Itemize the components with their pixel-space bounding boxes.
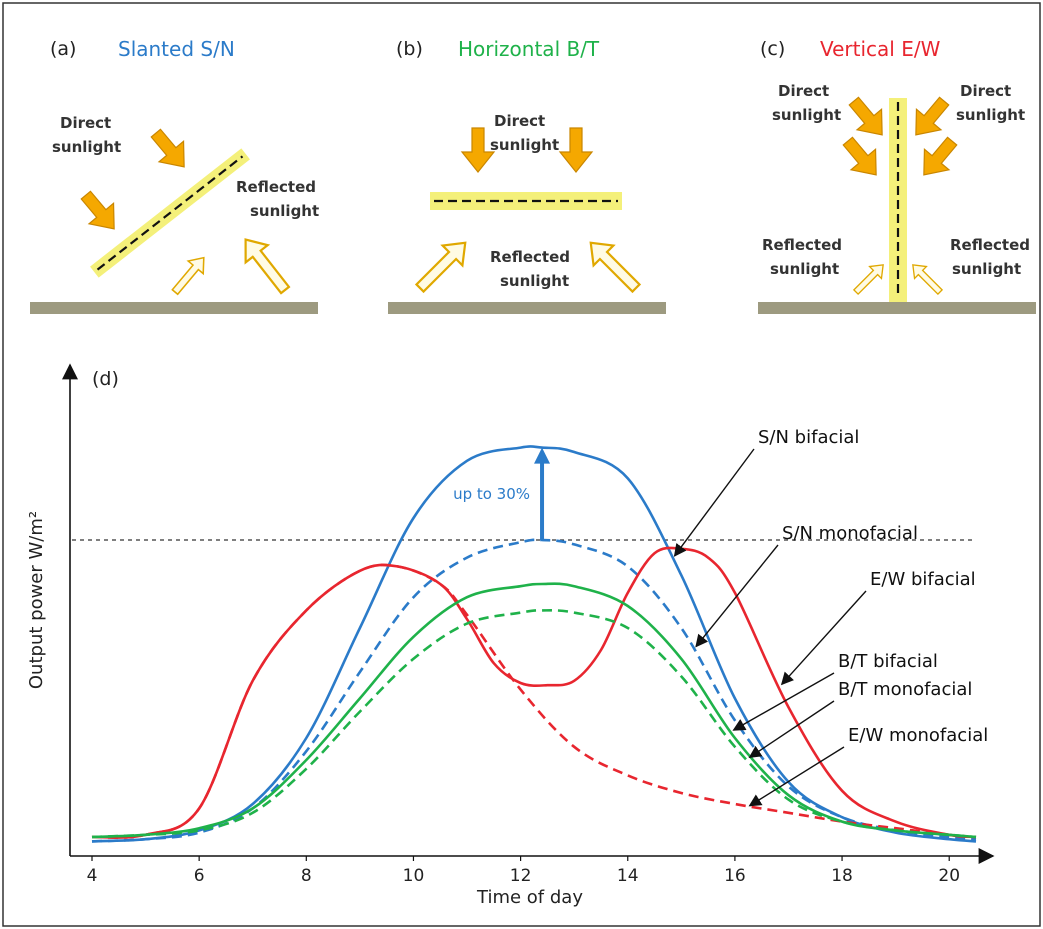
ground — [758, 302, 1036, 314]
x-tick-label: 4 — [87, 866, 98, 886]
direct-sunlight-arrow — [835, 130, 889, 186]
annotation-label: B/T monofacial — [838, 679, 972, 700]
reflected-sunlight-arrow — [233, 229, 298, 300]
panel-c-title: Vertical E/W — [820, 37, 941, 61]
direct-sunlight-arrow — [73, 184, 127, 240]
series-line-e-w-bifacial — [91, 546, 977, 839]
direct-sunlight-label: sunlight — [490, 136, 559, 154]
annotation-arrow — [732, 672, 835, 731]
panel-b-letter: (b) — [396, 38, 423, 60]
annotation-label: E/W monofacial — [848, 725, 988, 746]
direct-sunlight-arrow — [911, 130, 965, 186]
reflected-sunlight-label: Reflected — [950, 236, 1030, 254]
annotation-arrow — [695, 544, 779, 648]
reflected-sunlight-arrow — [906, 258, 947, 299]
annotation-arrow — [748, 700, 835, 759]
direct-sunlight-label: sunlight — [52, 138, 121, 156]
x-tick-label: 14 — [617, 866, 639, 886]
direct-sunlight-label: Direct — [60, 114, 111, 132]
direct-sunlight-label: Direct — [494, 112, 545, 130]
panel-c: (c) Vertical E/W Direct sunlight Direct … — [758, 37, 1036, 314]
reflected-sunlight-arrow — [849, 258, 890, 299]
chart-panel: (d) Output power W/m² Time of day 4 6 8 10 1… — [26, 363, 995, 908]
panel-b-title: Horizontal B/T — [458, 37, 600, 61]
x-tick-label: 10 — [403, 866, 425, 886]
panel-a: (a) Slanted S/N Direct sunlight Reflecte… — [30, 37, 319, 314]
reflected-sunlight-label: sunlight — [500, 272, 569, 290]
slanted-panel — [90, 148, 250, 278]
reflected-sunlight-arrow — [579, 231, 647, 299]
annotation-arrow — [673, 448, 755, 557]
chart-panel-letter: (d) — [92, 368, 119, 390]
annotation-layer: S/N bifacial S/N monofacial E/W bifacial B/… — [673, 427, 988, 807]
x-tick-labels: 4 6 8 10 12 14 16 18 20 — [87, 856, 960, 886]
x-axis-title: Time of day — [476, 887, 583, 908]
direct-sunlight-arrow — [841, 90, 895, 146]
direct-sunlight-label: Direct — [778, 82, 829, 100]
series-line-b-t-monofacial — [91, 609, 977, 839]
direct-sunlight-label: sunlight — [772, 106, 841, 124]
annotation-label: S/N monofacial — [782, 523, 918, 544]
annotation-arrow — [748, 746, 845, 807]
series-line-b-t-bifacial — [91, 582, 977, 839]
series-line-s-n-bifacial — [91, 445, 977, 843]
reflected-sunlight-arrow — [409, 231, 477, 299]
series-layer — [91, 445, 977, 843]
panel-b: (b) Horizontal B/T Direct sunlight Refle… — [388, 37, 666, 314]
annotation-arrow — [780, 590, 867, 686]
direct-sunlight-arrow — [143, 122, 197, 178]
annotation-label: S/N bifacial — [758, 427, 859, 448]
ground — [30, 302, 318, 314]
x-tick-label: 8 — [301, 866, 312, 886]
x-tick-label: 16 — [724, 866, 746, 886]
series-line-e-w-monofacial — [91, 563, 977, 839]
direct-sunlight-arrow — [559, 127, 593, 173]
y-axis-title: Output power W/m² — [26, 511, 47, 689]
annotation-label: E/W bifacial — [870, 569, 976, 590]
reflected-sunlight-label: Reflected — [762, 236, 842, 254]
increase-arrow-head — [534, 447, 551, 464]
reflected-sunlight-label: sunlight — [770, 260, 839, 278]
reflected-sunlight-label: Reflected — [490, 248, 570, 266]
ground — [388, 302, 666, 314]
reflected-sunlight-label: sunlight — [952, 260, 1021, 278]
direct-sunlight-arrow — [903, 90, 957, 146]
direct-sunlight-label: Direct — [960, 82, 1011, 100]
x-tick-label: 12 — [510, 866, 532, 886]
x-tick-label: 20 — [938, 866, 960, 886]
panel-a-letter: (a) — [50, 38, 76, 60]
panel-c-letter: (c) — [760, 38, 785, 60]
x-tick-label: 6 — [194, 866, 205, 886]
annotation-label: B/T bifacial — [838, 651, 938, 672]
direct-sunlight-label: sunlight — [956, 106, 1025, 124]
increase-annotation: up to 30% — [453, 447, 551, 540]
increase-label: up to 30% — [453, 485, 530, 503]
reflected-sunlight-arrow — [166, 250, 213, 300]
x-tick-label: 18 — [831, 866, 853, 886]
panel-a-title: Slanted S/N — [118, 37, 235, 61]
reflected-sunlight-label: Reflected — [236, 178, 316, 196]
reflected-sunlight-label: sunlight — [250, 202, 319, 220]
